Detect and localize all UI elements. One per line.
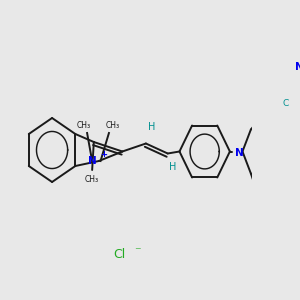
Text: Cl: Cl	[113, 248, 125, 262]
Text: N: N	[88, 156, 97, 166]
Text: H: H	[169, 161, 177, 172]
Text: C: C	[283, 100, 289, 109]
Text: H: H	[148, 122, 155, 133]
Text: ⁻: ⁻	[134, 245, 141, 259]
Text: CH₃: CH₃	[105, 121, 119, 130]
Text: +: +	[100, 150, 107, 159]
Text: N: N	[235, 148, 244, 158]
Text: CH₃: CH₃	[77, 121, 91, 130]
Text: CH₃: CH₃	[85, 175, 99, 184]
Text: N: N	[295, 61, 300, 71]
